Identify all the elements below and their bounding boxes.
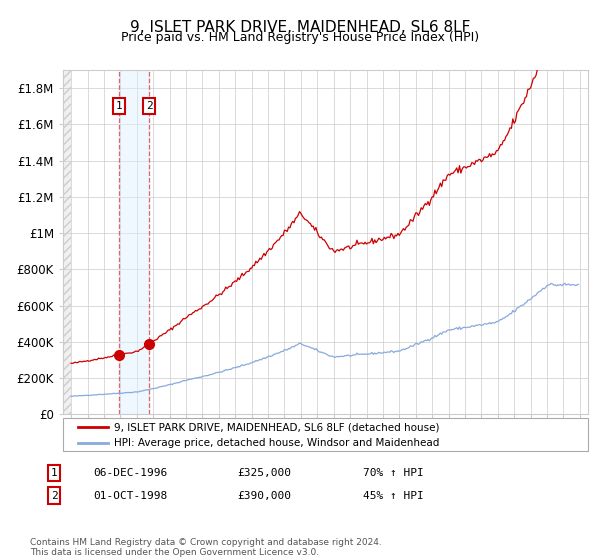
Text: 1: 1 [116, 101, 122, 111]
Text: 1: 1 [50, 468, 58, 478]
Text: £390,000: £390,000 [237, 491, 291, 501]
Bar [63, 70, 71, 414]
Text: 9, ISLET PARK DRIVE, MAIDENHEAD, SL6 8LF (detached house): 9, ISLET PARK DRIVE, MAIDENHEAD, SL6 8LF… [114, 422, 439, 432]
Bar [119, 70, 149, 414]
Text: 70% ↑ HPI: 70% ↑ HPI [363, 468, 424, 478]
Text: 01-OCT-1998: 01-OCT-1998 [93, 491, 167, 501]
Text: Contains HM Land Registry data © Crown copyright and database right 2024.
This d: Contains HM Land Registry data © Crown c… [30, 538, 382, 557]
Text: 9, ISLET PARK DRIVE, MAIDENHEAD, SL6 8LF: 9, ISLET PARK DRIVE, MAIDENHEAD, SL6 8LF [130, 20, 470, 35]
Text: Price paid vs. HM Land Registry's House Price Index (HPI): Price paid vs. HM Land Registry's House … [121, 31, 479, 44]
Text: HPI: Average price, detached house, Windsor and Maidenhead: HPI: Average price, detached house, Wind… [114, 438, 439, 447]
Text: 2: 2 [146, 101, 152, 111]
Text: 06-DEC-1996: 06-DEC-1996 [93, 468, 167, 478]
Text: £325,000: £325,000 [237, 468, 291, 478]
Text: 45% ↑ HPI: 45% ↑ HPI [363, 491, 424, 501]
Text: 2: 2 [50, 491, 58, 501]
